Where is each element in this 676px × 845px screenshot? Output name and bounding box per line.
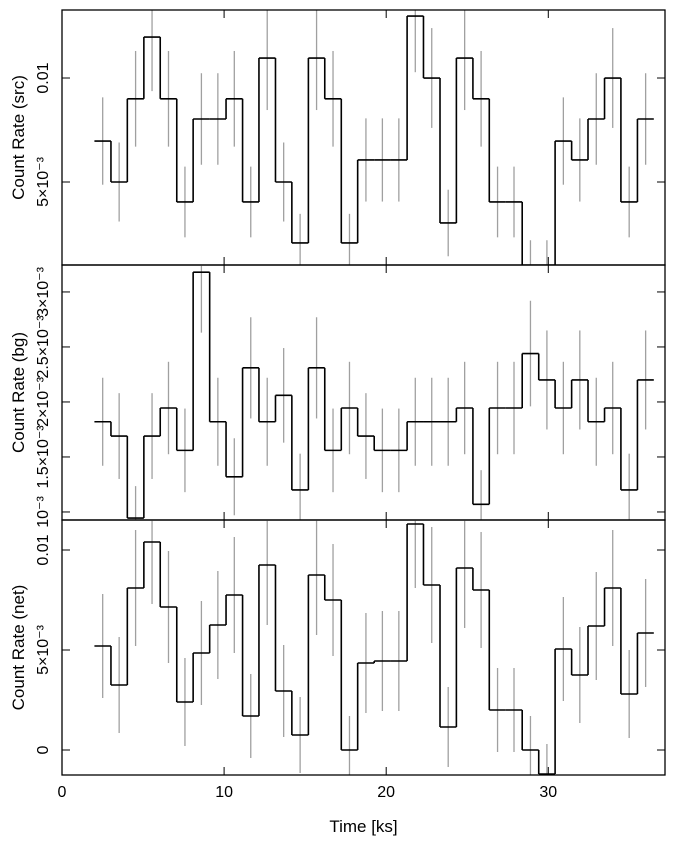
x-tick-label: 20 bbox=[377, 784, 395, 801]
y-axis-label: Count Rate (src) bbox=[9, 75, 28, 200]
x-axis-label: Time [ks] bbox=[329, 817, 397, 836]
panel-frame bbox=[61, 264, 666, 521]
plot-area bbox=[94, 520, 654, 775]
y-tick-label: 0 bbox=[35, 745, 52, 754]
y-tick-label: 0.01 bbox=[35, 534, 52, 565]
y-tick-label: 2.5×10⁻³ bbox=[35, 315, 52, 379]
panel-frame bbox=[61, 519, 666, 776]
x-tick-label: 30 bbox=[539, 784, 557, 801]
y-tick-label: 5×10⁻³ bbox=[35, 624, 52, 674]
y-tick-label: 2×10⁻³ bbox=[35, 376, 52, 426]
plot-area bbox=[94, 265, 654, 520]
y-tick-label: 10⁻³ bbox=[35, 496, 52, 528]
y-axis-label: Count Rate (net) bbox=[9, 585, 28, 711]
y-tick-label: 3×10⁻³ bbox=[35, 266, 52, 316]
y-tick-label: 5×10⁻³ bbox=[35, 156, 52, 206]
y-axis-label: Count Rate (bg) bbox=[9, 332, 28, 453]
x-tick-label: 0 bbox=[58, 784, 67, 801]
y-tick-label: 0.01 bbox=[35, 62, 52, 93]
plot-area bbox=[94, 10, 654, 265]
y-tick-label: 1.5×10⁻³ bbox=[35, 425, 52, 489]
x-tick-label: 10 bbox=[215, 784, 233, 801]
